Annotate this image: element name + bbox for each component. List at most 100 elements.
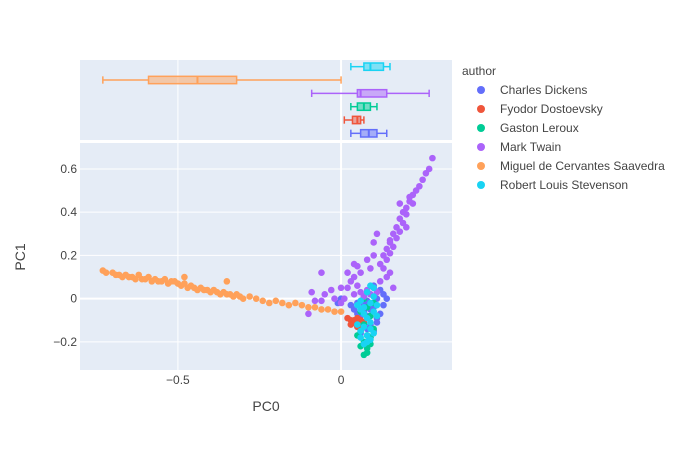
legend-item[interactable]: Fyodor Dostoevsky — [477, 102, 603, 116]
y-tick-label: 0.4 — [60, 205, 77, 219]
scatter-point — [373, 312, 381, 320]
legend-marker — [477, 143, 485, 151]
scatter-point — [403, 211, 410, 218]
x-axis-title: PC0 — [252, 398, 279, 414]
scatter-point — [305, 304, 312, 311]
scatter-point — [389, 284, 397, 292]
box-plot — [310, 88, 430, 98]
scatter-point — [181, 273, 188, 281]
box-plot — [350, 128, 388, 138]
box-plot — [350, 62, 391, 72]
legend-marker — [477, 181, 485, 189]
scatter-point — [429, 154, 436, 162]
scatter-point — [367, 319, 374, 326]
legend-item[interactable]: Miguel de Cervantes Saavedra — [477, 159, 665, 173]
marginal-box-plots — [102, 62, 430, 138]
scatter-point — [327, 286, 335, 294]
scatter-point — [396, 200, 404, 207]
scatter-point — [360, 304, 368, 311]
y-axis-title: PC1 — [12, 243, 28, 270]
scatter-series — [354, 282, 381, 348]
legend-label: Miguel de Cervantes Saavedra — [500, 159, 665, 173]
legend-marker — [477, 86, 485, 94]
scatter-point — [383, 273, 391, 281]
scatter-point — [393, 234, 400, 242]
legend-item[interactable]: Robert Louis Stevenson — [477, 178, 628, 192]
scatter-point — [370, 239, 377, 246]
scatter-plot-area — [80, 143, 452, 370]
scatter-point — [347, 301, 355, 309]
scatter-point — [373, 230, 381, 238]
y-tick-label: 0.2 — [60, 248, 77, 262]
scatter-point — [318, 269, 325, 277]
scatter-point — [363, 338, 371, 346]
scatter-point — [347, 321, 355, 328]
scatter-point — [102, 269, 110, 277]
scatter-point — [376, 278, 384, 285]
scatter-point — [344, 269, 351, 277]
scatter-point — [259, 297, 267, 305]
box-plot — [343, 115, 365, 125]
scatter-points — [99, 154, 436, 359]
scatter-point — [265, 299, 273, 307]
x-tick-label: 0 — [338, 373, 345, 387]
scatter-point — [419, 176, 426, 184]
legend-label: Fyodor Dostoevsky — [500, 102, 603, 116]
scatter-point — [331, 295, 338, 302]
scatter-point — [383, 256, 391, 264]
scatter-point — [285, 301, 293, 309]
scatter-point — [380, 301, 387, 309]
scatter-point — [298, 301, 306, 309]
scatter-point — [422, 169, 430, 177]
legend-label: Mark Twain — [500, 140, 561, 154]
scatter-series — [99, 267, 345, 315]
scatter-point — [370, 252, 377, 259]
scatter-point — [403, 224, 410, 231]
scatter-point — [292, 299, 299, 307]
scatter-point — [406, 193, 413, 201]
scatter-point — [367, 265, 374, 272]
legend-label: Robert Louis Stevenson — [500, 178, 628, 192]
scatter-point — [367, 299, 374, 307]
scatter-point — [389, 243, 397, 251]
scatter-point — [386, 236, 394, 244]
legend-label: Charles Dickens — [500, 83, 587, 97]
scatter-point — [357, 334, 364, 341]
legend-item[interactable]: Charles Dickens — [477, 83, 587, 97]
scatter-series — [305, 154, 436, 318]
legend-marker — [477, 124, 485, 132]
box-plot — [350, 102, 378, 112]
scatter-point — [354, 321, 361, 328]
scatter-point — [357, 269, 364, 277]
scatter-point — [363, 256, 371, 264]
axis-tick-labels: −0.5 0 −0.2 0 0.2 0.4 0.6 — [53, 162, 344, 387]
scatter-point — [308, 288, 315, 296]
scatter-point — [318, 306, 325, 313]
scatter-point — [363, 288, 371, 296]
scatter-point — [305, 310, 312, 318]
scatter-point — [272, 297, 280, 305]
y-tick-label: −0.2 — [53, 335, 77, 349]
marginal-box-plot-area — [80, 60, 452, 140]
legend-items: Charles Dickens Fyodor Dostoevsky Gaston L… — [477, 83, 665, 192]
scatter-point — [357, 327, 364, 335]
scatter-point — [357, 288, 364, 296]
scatter-point — [386, 249, 394, 257]
scatter-point — [337, 299, 345, 307]
scatter-point — [409, 200, 417, 207]
scatter-point — [279, 299, 286, 307]
scatter-point — [380, 265, 387, 272]
scatter-point — [350, 273, 358, 281]
scatter-point — [331, 308, 338, 315]
scatter-point — [321, 291, 329, 298]
box-iqr — [356, 88, 388, 98]
box-plot — [102, 75, 342, 85]
scatter-point — [223, 278, 231, 285]
legend-item[interactable]: Gaston Leroux — [477, 121, 579, 135]
y-tick-label: 0.6 — [60, 162, 77, 176]
scatter-point — [370, 293, 377, 300]
scatter-point — [337, 284, 345, 292]
legend-item[interactable]: Mark Twain — [477, 140, 561, 154]
scatter-point — [396, 228, 404, 235]
